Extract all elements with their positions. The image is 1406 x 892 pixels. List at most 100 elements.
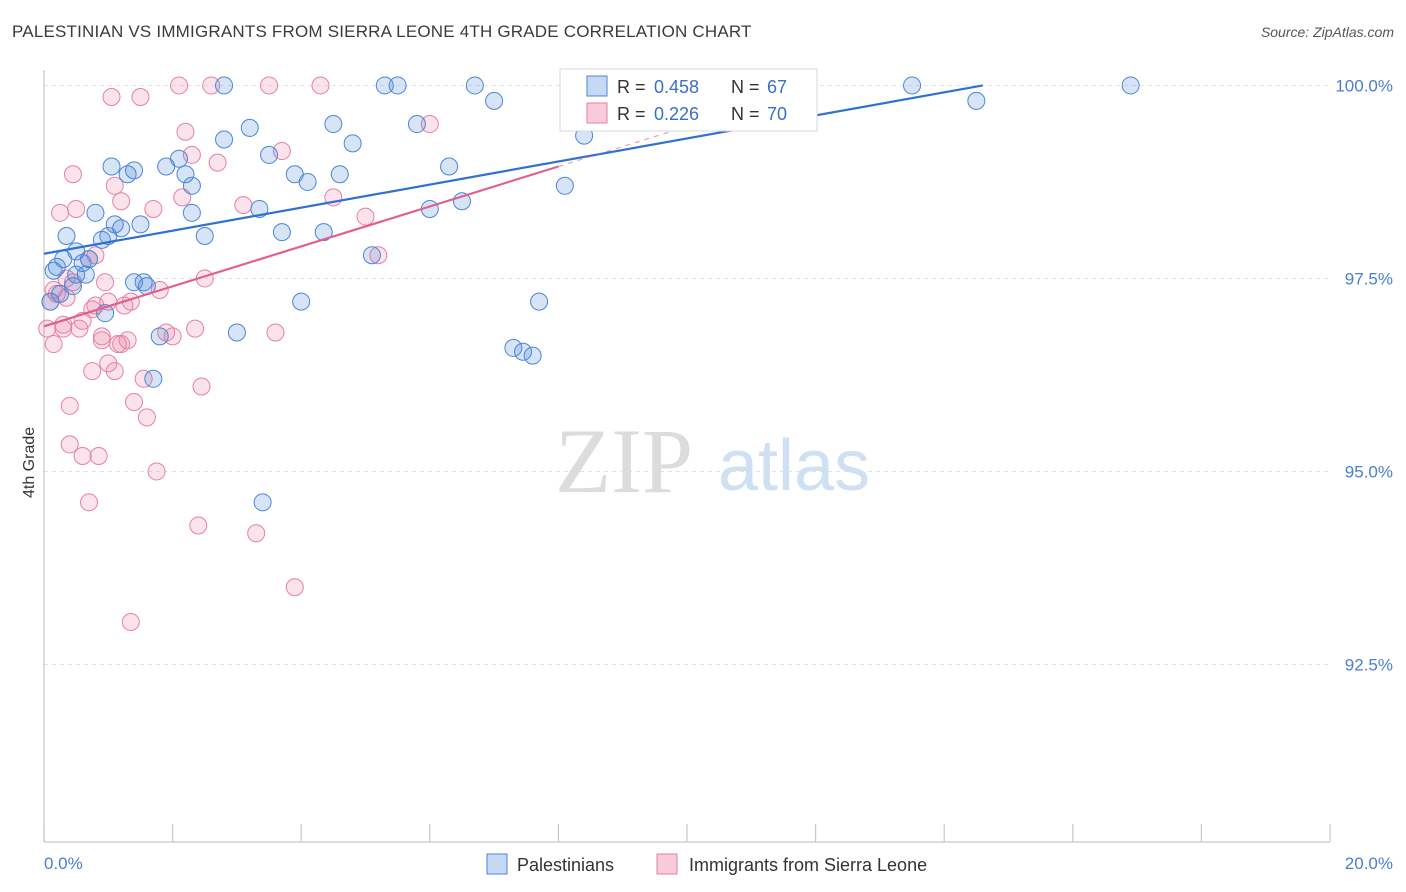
- palestinian-point-29: [240, 118, 259, 137]
- bottom-legend-swatch-blue: [486, 853, 508, 875]
- bottom-legend-label-blue: Palestinians: [517, 855, 614, 875]
- y-tick-label-1: 97.5%: [1345, 269, 1393, 288]
- sierra-leone-point-27: [131, 88, 150, 107]
- palestinian-point-27: [215, 130, 234, 149]
- y-tick-labels: 100.0% 97.5% 95.0% 92.5%: [1335, 76, 1393, 674]
- sierra-leone-point-9: [67, 199, 86, 218]
- sierra-leone-point-29: [137, 408, 156, 427]
- trend-line-palestinians: [43, 84, 983, 255]
- sierra-leone-point-22: [112, 192, 131, 211]
- sierra-leone-point-64: [105, 362, 124, 381]
- sierra-leone-point-16: [92, 327, 111, 346]
- legend-swatch-blue: [586, 75, 608, 97]
- legend-r-label-blue: R =: [617, 77, 646, 97]
- sierra-leone-point-45: [247, 524, 266, 543]
- x-tick-max: 20.0%: [1345, 854, 1393, 873]
- palestinian-point-58: [144, 369, 163, 388]
- palestinian-point-49: [523, 346, 542, 365]
- series-immigrants-points: [38, 76, 439, 631]
- sierra-leone-point-65: [112, 335, 131, 354]
- palestinian-point-35: [298, 172, 317, 191]
- sierra-leone-point-28: [134, 369, 153, 388]
- palestinian-point-34: [292, 292, 311, 311]
- sierra-leone-point-19: [102, 88, 121, 107]
- y-axis-label: 4th Grade: [21, 427, 38, 498]
- sierra-leone-point-17: [96, 273, 115, 292]
- palestinian-point-18: [125, 161, 144, 180]
- legend-n-value-blue: 67: [767, 77, 787, 97]
- sierra-leone-point-47: [266, 323, 285, 342]
- bottom-legend-label-pink: Immigrants from Sierra Leone: [689, 855, 927, 875]
- palestinian-point-39: [362, 246, 381, 265]
- sierra-leone-point-46: [260, 76, 279, 95]
- palestinian-point-14: [102, 157, 121, 176]
- sierra-leone-point-39: [189, 516, 208, 535]
- sierra-leone-point-68: [44, 335, 63, 354]
- palestinian-point-62: [375, 76, 394, 95]
- palestinian-point-28: [227, 323, 246, 342]
- y-tick-label-3: 92.5%: [1345, 655, 1393, 674]
- sierra-leone-point-60: [80, 493, 99, 512]
- sierra-leone-point-15: [89, 447, 108, 465]
- sierra-leone-point-54: [420, 115, 439, 134]
- sierra-leone-point-35: [170, 76, 189, 95]
- axes: [43, 70, 1331, 843]
- palestinian-point-38: [343, 134, 362, 153]
- trend-lines: [43, 84, 983, 328]
- palestinian-point-19: [131, 215, 150, 234]
- palestinian-point-50: [530, 292, 549, 311]
- sierra-leone-point-31: [147, 462, 166, 481]
- palestinian-point-41: [407, 115, 426, 134]
- trend-line-sierra-leone-extension: [558, 129, 675, 168]
- legend-r-label-pink: R =: [617, 104, 646, 124]
- sierra-leone-point-18: [99, 354, 118, 373]
- palestinian-point-60: [182, 203, 201, 222]
- palestinian-point-43: [440, 157, 459, 176]
- y-tick-label-2: 95.0%: [1345, 462, 1393, 481]
- palestinian-point-30: [250, 199, 269, 218]
- palestinian-point-25: [182, 176, 201, 195]
- sierra-leone-point-49: [285, 578, 304, 597]
- sierra-leone-point-55: [51, 203, 70, 222]
- watermark-atlas: atlas: [718, 426, 870, 506]
- palestinian-point-32: [272, 223, 291, 242]
- palestinian-point-64: [51, 284, 70, 303]
- palestinian-point-24: [176, 165, 195, 184]
- sierra-leone-point-50: [311, 76, 330, 95]
- sierra-leone-point-26: [125, 392, 144, 411]
- palestinian-point-57: [1121, 76, 1140, 95]
- x-tick-min: 0.0%: [44, 854, 83, 873]
- palestinian-point-66: [330, 165, 349, 184]
- palestinian-point-31: [260, 145, 279, 164]
- gridlines: [44, 84, 1330, 665]
- palestinian-point-9: [80, 250, 99, 269]
- legend-r-value-pink: 0.226: [654, 104, 699, 124]
- sierra-leone-point-34: [163, 327, 182, 346]
- palestinian-point-51: [555, 176, 574, 195]
- chart-title: PALESTINIAN VS IMMIGRANTS FROM SIERRA LE…: [12, 22, 752, 41]
- palestinian-point-37: [324, 115, 343, 134]
- sierra-leone-point-43: [208, 153, 227, 172]
- legend-box: R = 0.458 N = 67 R = 0.226 N = 70: [559, 68, 818, 132]
- legend-n-label-blue: N =: [731, 77, 760, 97]
- bottom-legend: Palestinians Immigrants from Sierra Leon…: [486, 853, 927, 875]
- sierra-leone-point-53: [369, 246, 388, 265]
- palestinian-point-16: [112, 219, 131, 238]
- palestinian-point-8: [76, 265, 95, 284]
- sierra-leone-point-8: [63, 165, 82, 184]
- trend-line-sierra-leone: [43, 165, 559, 328]
- sierra-leone-point-36: [173, 188, 192, 207]
- palestinian-point-22: [150, 327, 169, 346]
- legend-n-label-pink: N =: [731, 104, 760, 124]
- palestinian-point-2: [47, 257, 66, 276]
- palestinian-point-54: [215, 76, 234, 95]
- palestinian-point-45: [465, 76, 484, 95]
- palestinian-point-55: [903, 76, 922, 95]
- sierra-leone-point-20: [105, 176, 124, 195]
- palestinian-point-47: [504, 338, 523, 357]
- legend-r-value-blue: 0.458: [654, 77, 699, 97]
- sierra-leone-point-7: [60, 435, 79, 454]
- palestinian-point-4: [57, 226, 76, 245]
- sierra-leone-point-13: [83, 362, 102, 381]
